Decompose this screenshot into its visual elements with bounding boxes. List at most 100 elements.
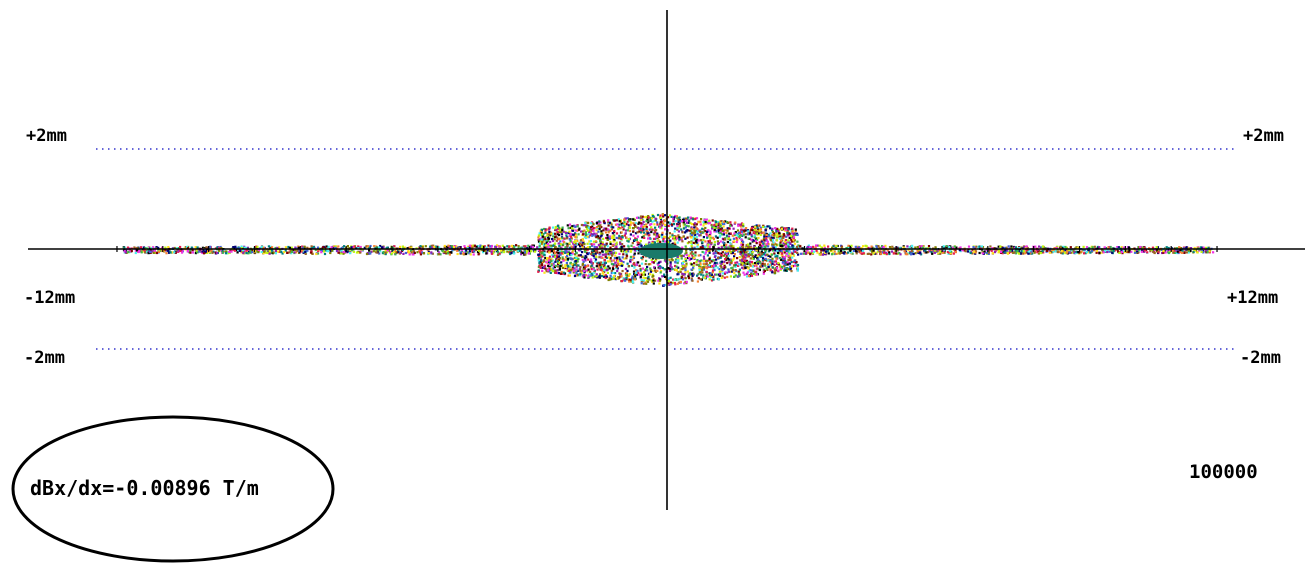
particle-point bbox=[1181, 252, 1183, 254]
particle-point bbox=[573, 241, 575, 243]
particle-point bbox=[669, 240, 671, 242]
particle-point bbox=[756, 273, 758, 275]
particle-point bbox=[167, 246, 169, 248]
particle-point bbox=[630, 256, 632, 258]
particle-point bbox=[560, 265, 562, 267]
particle-point bbox=[717, 257, 719, 259]
particle-point bbox=[635, 264, 637, 266]
particle-point bbox=[699, 221, 701, 223]
particle-point bbox=[630, 279, 632, 281]
particle-point bbox=[583, 243, 585, 245]
particle-point bbox=[649, 224, 651, 226]
particle-point bbox=[728, 255, 730, 257]
particle-point bbox=[616, 257, 618, 259]
particle-point bbox=[373, 250, 375, 252]
particle-point bbox=[756, 231, 758, 233]
particle-point bbox=[540, 260, 542, 262]
particle-point bbox=[836, 245, 838, 247]
particle-point bbox=[708, 222, 710, 224]
particle-point bbox=[538, 259, 540, 261]
particle-point bbox=[558, 245, 560, 247]
particle-point bbox=[1168, 252, 1170, 254]
particle-point bbox=[530, 250, 532, 252]
particle-point bbox=[705, 267, 707, 269]
particle-point bbox=[559, 240, 561, 242]
particle-point bbox=[296, 250, 298, 252]
particle-point bbox=[541, 229, 543, 231]
particle-point bbox=[537, 236, 539, 238]
particle-point bbox=[629, 273, 631, 275]
particle-point bbox=[402, 246, 404, 248]
particle-point bbox=[774, 227, 776, 229]
particle-point bbox=[949, 250, 951, 252]
particle-point bbox=[762, 257, 764, 259]
particle-point bbox=[895, 252, 897, 254]
particle-point bbox=[650, 219, 652, 221]
particle-point bbox=[863, 252, 865, 254]
particle-point bbox=[601, 275, 603, 277]
particle-point bbox=[356, 251, 358, 253]
particle-point bbox=[622, 270, 624, 272]
particle-point bbox=[199, 251, 201, 253]
particle-point bbox=[715, 274, 717, 276]
particle-point bbox=[645, 228, 647, 230]
particle-point bbox=[575, 260, 577, 262]
particle-point bbox=[953, 253, 955, 255]
particle-point bbox=[616, 219, 618, 221]
particle-point bbox=[732, 245, 734, 247]
particle-point bbox=[189, 252, 191, 254]
particle-point bbox=[641, 263, 643, 265]
particle-point bbox=[767, 245, 769, 247]
particle-point bbox=[1094, 246, 1096, 248]
particle-point bbox=[688, 225, 690, 227]
particle-point bbox=[688, 241, 690, 243]
particle-point bbox=[659, 223, 661, 225]
particle-point bbox=[565, 250, 567, 252]
particle-point bbox=[790, 268, 792, 270]
particle-point bbox=[942, 252, 944, 254]
particle-point bbox=[729, 225, 731, 227]
particle-point bbox=[855, 250, 857, 252]
particle-point bbox=[423, 252, 425, 254]
particle-point bbox=[745, 236, 747, 238]
particle-point bbox=[479, 245, 481, 247]
particle-point bbox=[706, 271, 708, 273]
particle-point bbox=[764, 226, 766, 228]
particle-point bbox=[783, 233, 785, 235]
particle-point bbox=[1207, 251, 1209, 253]
particle-point bbox=[777, 270, 779, 272]
particle-point bbox=[559, 267, 561, 269]
particle-point bbox=[269, 250, 271, 252]
particle-point bbox=[587, 275, 589, 277]
particle-point bbox=[444, 245, 446, 247]
particle-point bbox=[706, 219, 708, 221]
particle-point bbox=[719, 225, 721, 227]
particle-point bbox=[557, 252, 559, 254]
particle-point bbox=[616, 237, 618, 239]
particle-point bbox=[636, 231, 638, 233]
particle-point bbox=[1057, 251, 1059, 253]
particle-point bbox=[735, 237, 737, 239]
particle-point bbox=[727, 222, 729, 224]
particle-point bbox=[708, 258, 710, 260]
particle-point bbox=[763, 273, 765, 275]
particle-point bbox=[723, 233, 725, 235]
particle-point bbox=[773, 252, 775, 254]
particle-point bbox=[581, 244, 583, 246]
particle-point bbox=[757, 225, 759, 227]
particle-point bbox=[632, 235, 634, 237]
particle-point bbox=[786, 250, 788, 252]
particle-point bbox=[591, 250, 593, 252]
particle-point bbox=[654, 229, 656, 231]
particle-point bbox=[637, 242, 639, 244]
particle-point bbox=[909, 246, 911, 248]
particle-point bbox=[602, 243, 604, 245]
particle-point bbox=[589, 246, 591, 248]
particle-point bbox=[595, 253, 597, 255]
particle-point bbox=[577, 260, 579, 262]
particle-point bbox=[733, 240, 735, 242]
particle-point bbox=[607, 219, 609, 221]
particle-point bbox=[762, 259, 764, 261]
particle-point bbox=[409, 253, 411, 255]
